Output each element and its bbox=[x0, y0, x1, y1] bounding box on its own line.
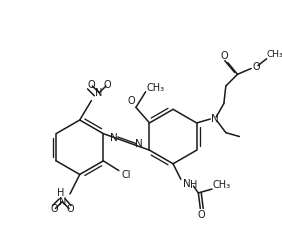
Text: N: N bbox=[183, 179, 191, 189]
Text: N: N bbox=[211, 114, 219, 124]
Text: O: O bbox=[51, 204, 58, 214]
Text: O: O bbox=[88, 80, 95, 90]
Text: O: O bbox=[127, 96, 135, 106]
Text: O: O bbox=[252, 61, 260, 72]
Text: N: N bbox=[96, 88, 103, 98]
Text: O: O bbox=[220, 51, 228, 61]
Text: H: H bbox=[190, 180, 197, 190]
Text: O: O bbox=[66, 204, 74, 214]
Text: N: N bbox=[110, 133, 118, 143]
Text: CH₃: CH₃ bbox=[213, 180, 231, 190]
Text: H: H bbox=[57, 188, 64, 198]
Text: N: N bbox=[135, 139, 142, 149]
Text: CH₃: CH₃ bbox=[146, 83, 164, 93]
Text: Cl: Cl bbox=[122, 170, 131, 181]
Text: N: N bbox=[59, 197, 66, 207]
Text: O: O bbox=[197, 210, 205, 220]
Text: O: O bbox=[103, 80, 111, 90]
Text: CH₃: CH₃ bbox=[266, 50, 282, 59]
